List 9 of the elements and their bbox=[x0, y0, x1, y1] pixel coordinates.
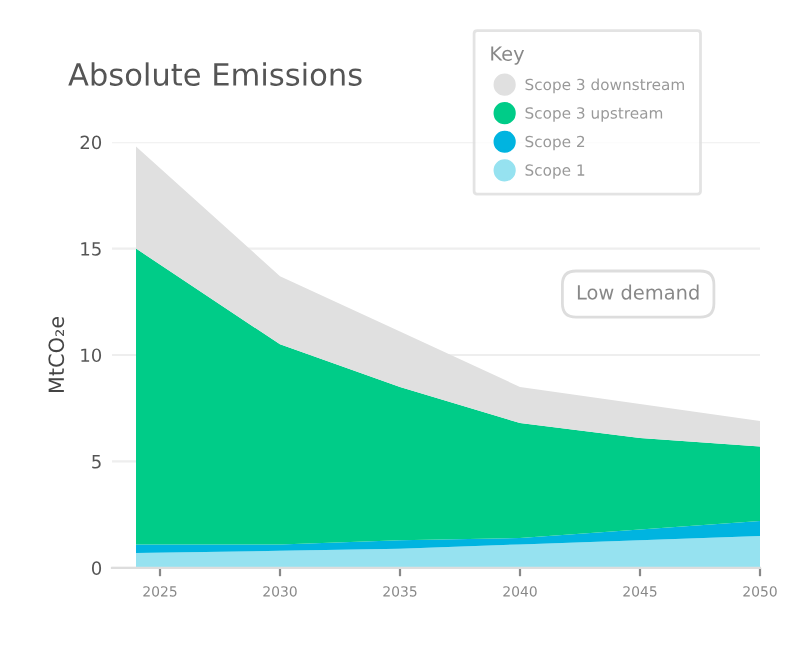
y-tick-label: 20 bbox=[80, 135, 102, 150]
y-tick-label: 10 bbox=[81, 348, 102, 363]
y-tick-label: 5 bbox=[92, 455, 101, 469]
y-tick-label: 0 bbox=[91, 561, 102, 575]
y-axis-title: MtCO₂e bbox=[48, 316, 65, 393]
legend-title: Key bbox=[491, 46, 525, 65]
annotation: Low demand bbox=[577, 284, 699, 300]
y-tick-label: 15 bbox=[81, 242, 101, 256]
chart-title: Absolute Emissions bbox=[68, 62, 362, 86]
